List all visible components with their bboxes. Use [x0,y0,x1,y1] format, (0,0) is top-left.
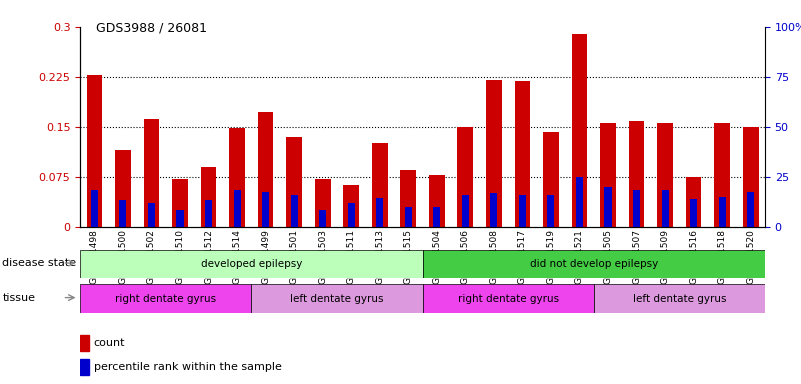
Bar [176,210,183,227]
Bar [91,190,98,227]
Bar [714,123,730,227]
Bar [486,80,501,227]
Bar [172,179,187,227]
Bar [319,210,326,227]
Text: right dentate gyrus: right dentate gyrus [115,293,216,304]
Bar [490,193,497,227]
Bar [115,150,131,227]
Bar [690,199,697,227]
Bar [258,112,273,227]
Bar [119,200,127,227]
Bar [80,284,252,313]
Bar [576,177,583,227]
Text: developed epilepsy: developed epilepsy [200,259,302,269]
Bar [344,185,359,227]
Bar [376,198,383,227]
Bar [747,192,755,227]
Text: tissue: tissue [2,293,35,303]
Bar [80,359,89,375]
Bar [234,190,240,227]
Bar [600,123,616,227]
Text: did not develop epilepsy: did not develop epilepsy [529,259,658,269]
Bar [433,207,441,227]
Bar [658,123,673,227]
Bar [205,200,212,227]
Bar [201,167,216,227]
Bar [633,190,640,227]
Bar [252,284,422,313]
Bar [405,207,412,227]
Bar [543,132,559,227]
Text: right dentate gyrus: right dentate gyrus [457,293,558,304]
Bar [462,195,469,227]
Bar [686,177,702,227]
Bar [514,81,530,227]
Bar [315,179,331,227]
Bar [229,128,245,227]
Bar [262,192,269,227]
Bar [372,143,388,227]
Bar [143,119,159,227]
Bar [594,284,765,313]
Bar [423,250,765,278]
Bar [662,190,669,227]
Text: GDS3988 / 26081: GDS3988 / 26081 [96,21,207,34]
Bar [429,175,445,227]
Text: count: count [94,338,125,348]
Bar [457,127,473,227]
Text: left dentate gyrus: left dentate gyrus [633,293,726,304]
Bar [291,195,298,227]
Bar [743,127,759,227]
Text: left dentate gyrus: left dentate gyrus [290,293,384,304]
Bar [148,203,155,227]
Bar [718,197,726,227]
Text: disease state: disease state [2,258,77,268]
Bar [400,170,416,227]
Bar [423,284,594,313]
Bar [519,195,526,227]
Text: percentile rank within the sample: percentile rank within the sample [94,362,281,372]
Bar [286,137,302,227]
Bar [629,121,644,227]
Bar [572,34,587,227]
Bar [547,195,554,227]
Bar [87,75,103,227]
Bar [80,250,423,278]
Bar [80,335,89,351]
Bar [348,203,355,227]
Bar [605,187,611,227]
